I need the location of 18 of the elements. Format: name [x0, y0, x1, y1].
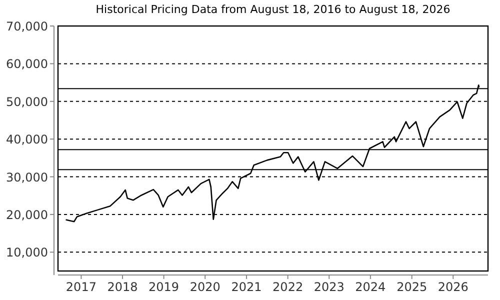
y-tick-label: 30,000: [6, 170, 48, 184]
x-tick-label: 2019: [148, 280, 180, 294]
y-tick-label: 20,000: [6, 208, 48, 222]
y-tick-label: 40,000: [6, 132, 48, 147]
y-tick-label: 50,000: [6, 94, 48, 109]
x-tick-label: 2017: [66, 280, 96, 294]
y-tick-label: 70,000: [6, 20, 48, 34]
x-tick-label: 2023: [314, 280, 344, 294]
x-tick-label: 2018: [107, 280, 138, 294]
x-tick-label: 2026: [438, 280, 468, 294]
y-tick-label: 10,000: [6, 246, 48, 260]
x-tick-label: 2024: [355, 280, 386, 294]
x-tick-label: 2025: [396, 280, 428, 294]
x-tick-label: 2021: [231, 280, 262, 294]
x-tick-label: 2022: [272, 280, 304, 294]
y-tick-label: 60,000: [6, 57, 48, 72]
chart-title: Historical Pricing Data from August 18, 2016 to August 18, 2026: [96, 3, 450, 16]
x-tick-label: 2020: [190, 280, 220, 294]
